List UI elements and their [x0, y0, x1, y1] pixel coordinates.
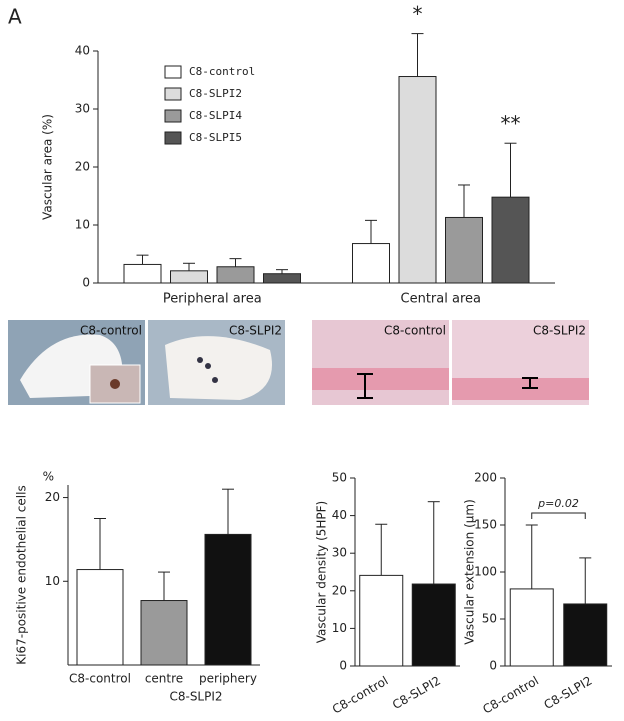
x-tick-label: periphery: [199, 672, 257, 686]
bar: [170, 270, 208, 284]
y-axis-label: Vascular area (%): [41, 114, 55, 220]
y-tick-label: 30: [332, 546, 347, 560]
micrograph: C8-control: [8, 320, 145, 405]
x-tick-label: C8-control: [330, 674, 391, 717]
image-label: C8-control: [384, 324, 446, 338]
y-tick-label: 200: [474, 471, 497, 485]
legend-label: C8-SLPI5: [189, 131, 242, 144]
panel-label: A: [8, 5, 22, 29]
y-tick-label: 30: [75, 102, 90, 116]
bracket: [531, 512, 586, 519]
x-tick-label: C8-SLPI2: [542, 674, 595, 713]
legend-swatch: [164, 131, 182, 145]
bar: [204, 533, 252, 666]
legend-label: C8-SLPI4: [189, 109, 242, 122]
bar: [398, 76, 437, 284]
bar: [123, 263, 162, 284]
legend-label: C8-control: [189, 65, 255, 78]
y-tick-label: 20: [45, 490, 60, 504]
unit-label: %: [43, 470, 54, 484]
legend-swatch: [164, 65, 182, 79]
y-tick-label: 10: [45, 574, 60, 588]
y-tick-label: 40: [332, 508, 347, 522]
significance-mark: **: [501, 112, 521, 136]
bar: [76, 569, 124, 666]
bar: [216, 266, 255, 284]
y-tick-label: 20: [75, 160, 90, 174]
x-tick-label: C8-control: [69, 672, 131, 686]
micrograph: C8-SLPI2: [148, 320, 285, 405]
group-label: C8-SLPI2: [169, 690, 222, 704]
bar: [263, 273, 301, 284]
legend-swatch: [164, 87, 182, 101]
bar: [352, 243, 390, 284]
x-tick-label: C8-SLPI2: [390, 674, 443, 713]
legend-swatch: [164, 109, 182, 123]
y-tick-label: 150: [474, 518, 497, 532]
bar: [491, 196, 530, 284]
significance-mark: *: [413, 2, 423, 26]
bar: [509, 588, 554, 667]
y-tick-label: 0: [82, 276, 90, 290]
bar: [140, 600, 188, 666]
y-axis-label: Vascular density (5HPF): [315, 501, 329, 644]
y-tick-label: 0: [339, 659, 347, 673]
y-tick-label: 0: [489, 659, 497, 673]
y-axis-label: Vascular extension (μm): [463, 499, 477, 645]
y-tick-label: 10: [332, 621, 347, 635]
micrograph: C8-SLPI2: [452, 320, 589, 405]
y-tick-label: 20: [332, 583, 347, 597]
y-tick-label: 40: [75, 44, 90, 58]
bar: [411, 583, 456, 667]
y-axis-label: Ki67-positive endothelial cells: [15, 485, 29, 664]
y-tick-label: 10: [75, 218, 90, 232]
x-tick-label: Peripheral area: [163, 292, 262, 307]
image-label: C8-control: [80, 324, 142, 338]
image-label: C8-SLPI2: [533, 324, 586, 338]
y-tick-label: 100: [474, 565, 497, 579]
bar: [445, 216, 483, 284]
bar: [359, 574, 404, 667]
y-tick-label: 50: [332, 471, 347, 485]
x-tick-label: centre: [145, 672, 183, 686]
image-label: C8-SLPI2: [229, 324, 282, 338]
x-tick-label: Central area: [401, 292, 481, 307]
x-tick-label: C8-control: [480, 674, 541, 717]
legend-label: C8-SLPI2: [189, 87, 242, 100]
micrograph: C8-control: [312, 320, 449, 405]
y-tick-label: 50: [482, 612, 497, 626]
bar: [563, 603, 608, 667]
p-value: p=0.02: [537, 497, 579, 510]
